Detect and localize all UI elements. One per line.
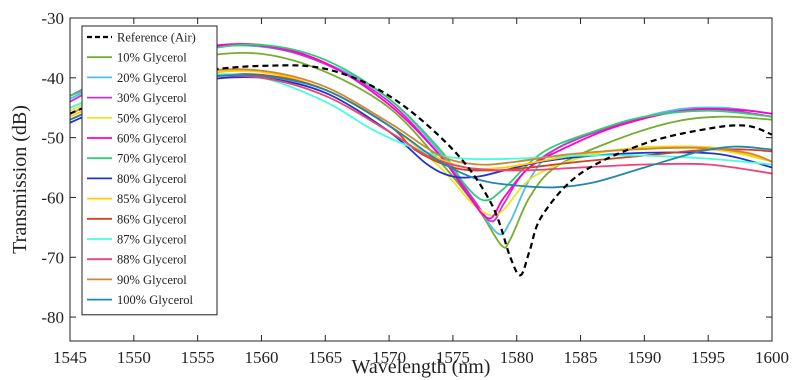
- legend-label: 88% Glycerol: [117, 253, 187, 267]
- x-tick-label: 1545: [53, 348, 87, 367]
- x-tick-label: 1585: [564, 348, 598, 367]
- legend-label: 10% Glycerol: [117, 51, 187, 65]
- legend-box: [81, 25, 218, 316]
- legend-label: 80% Glycerol: [117, 172, 187, 186]
- legend-label: 100% Glycerol: [117, 293, 194, 307]
- legend-label: 85% Glycerol: [117, 192, 187, 206]
- series-line-1: [70, 52, 772, 249]
- x-axis-label: Wavelength (nm): [352, 356, 491, 378]
- x-tick-label: 1580: [500, 348, 534, 367]
- legend-label: 60% Glycerol: [117, 132, 187, 146]
- y-tick-label: -30: [41, 9, 64, 28]
- x-tick-label: 1555: [181, 348, 215, 367]
- x-tick-label: 1560: [244, 348, 278, 367]
- x-tick-label: 1590: [627, 348, 661, 367]
- legend: Reference (Air) 10% Glycerol 20% Glycerol 3…: [81, 25, 218, 316]
- x-tick-label: 1570: [372, 348, 406, 367]
- y-tick-label: -60: [41, 188, 64, 207]
- legend-label: 20% Glycerol: [117, 71, 187, 85]
- x-tick-label: 1600: [755, 348, 789, 367]
- x-tick-label: 1550: [117, 348, 151, 367]
- series-line-0: [70, 64, 772, 277]
- plot-frame: [69, 17, 773, 342]
- y-tick-label: -50: [41, 129, 64, 148]
- legend-label: 30% Glycerol: [117, 91, 187, 105]
- y-tick-label: -40: [41, 69, 64, 88]
- legend-label: Reference (Air): [117, 31, 196, 45]
- series-line-5: [70, 42, 772, 220]
- legend-label: 87% Glycerol: [117, 233, 187, 247]
- legend-label: 70% Glycerol: [117, 152, 187, 166]
- y-axis-label: Transmission (dB): [9, 105, 31, 254]
- legend-label: 86% Glycerol: [117, 212, 187, 226]
- y-tick-label: -80: [41, 308, 64, 327]
- x-tick-label: 1565: [308, 348, 342, 367]
- legend-label: 90% Glycerol: [117, 273, 187, 287]
- y-tick-label: -70: [41, 248, 64, 267]
- x-tick-label: 1575: [436, 348, 470, 367]
- x-tick-label: 1595: [691, 348, 725, 367]
- legend-label: 50% Glycerol: [117, 111, 187, 125]
- axis-ticks: 1545 1550 1555 1560 1565 1570 1575 1580 1585 1590…: [41, 9, 789, 367]
